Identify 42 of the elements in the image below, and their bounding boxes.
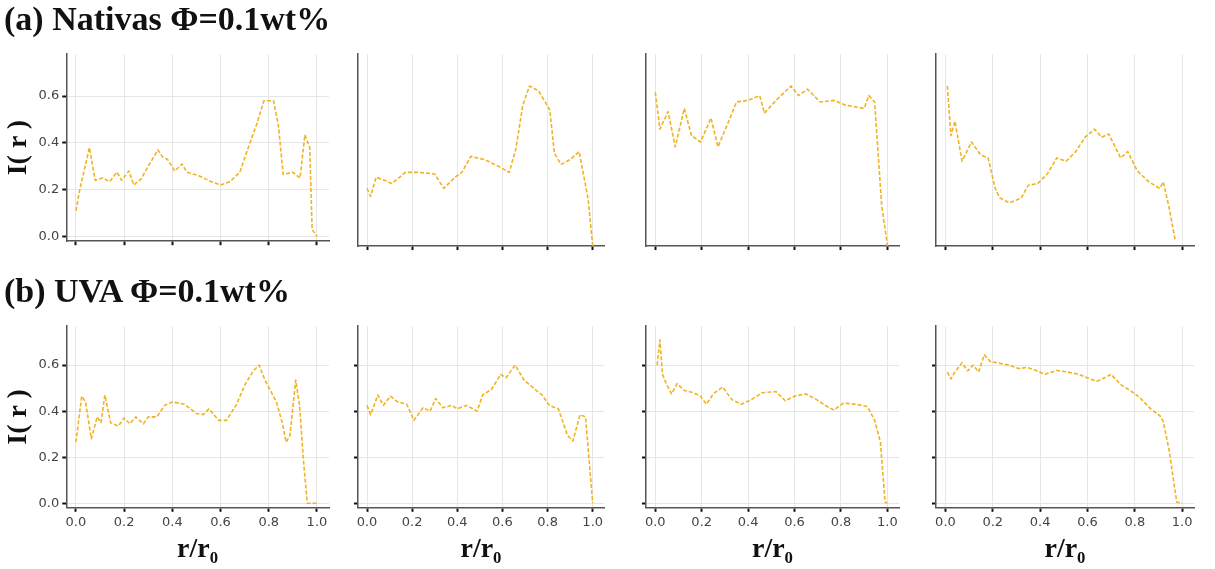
x-tick-label: 1.0 bbox=[306, 513, 328, 529]
x-tick-label: 0.6 bbox=[492, 513, 513, 529]
x-tick-label: 0.2 bbox=[691, 513, 713, 529]
x-axis-title: r/r₀ bbox=[751, 532, 794, 564]
line-series bbox=[75, 364, 318, 504]
x-axis-title: r/r₀ bbox=[1044, 532, 1086, 564]
y-tick-label: 0.0 bbox=[38, 227, 60, 243]
x-tick-label: 0.8 bbox=[258, 513, 280, 529]
line-series bbox=[75, 100, 318, 238]
x-tick-label: 0.6 bbox=[210, 513, 231, 529]
x-tick-label: 0.0 bbox=[935, 513, 956, 529]
x-tick-label: 1.0 bbox=[1171, 513, 1193, 529]
y-tick-label: 0.2 bbox=[38, 448, 60, 464]
x-tick-label: 0.4 bbox=[161, 513, 183, 529]
x-tick-label: 0.0 bbox=[356, 513, 378, 529]
x-tick-label: 0.0 bbox=[644, 513, 666, 529]
x-tick-label: 0.8 bbox=[537, 513, 558, 529]
x-tick-label: 0.4 bbox=[446, 513, 468, 529]
x-tick-label: 0.4 bbox=[1029, 513, 1051, 529]
x-tick-label: 0.2 bbox=[401, 513, 423, 529]
x-axis-title: r/r₀ bbox=[177, 532, 219, 564]
x-tick-label: 0.6 bbox=[1077, 513, 1098, 529]
y-tick-label: 0.6 bbox=[38, 87, 60, 103]
y-tick-label: 0.4 bbox=[38, 134, 60, 150]
x-axis-title: r/r₀ bbox=[460, 532, 502, 564]
x-tick-label: 1.0 bbox=[877, 513, 898, 529]
x-tick-label: 0.6 bbox=[784, 513, 805, 529]
chart-title: (a) Nativas Φ=0.1wt% bbox=[4, 0, 331, 38]
x-tick-label: 1.0 bbox=[582, 513, 604, 529]
x-tick-label: 0.0 bbox=[65, 513, 87, 529]
y-tick-label: 0.4 bbox=[38, 402, 60, 418]
x-tick-label: 0.2 bbox=[113, 513, 135, 529]
y-tick-label: 0.0 bbox=[38, 494, 60, 510]
x-tick-label: 0.2 bbox=[982, 513, 1004, 529]
y-tick-label: 0.6 bbox=[38, 356, 60, 372]
chart-title: (b) UVA Φ=0.1wt% bbox=[4, 272, 290, 310]
x-tick-label: 0.8 bbox=[1124, 513, 1146, 529]
x-tick-label: 0.4 bbox=[737, 513, 759, 529]
y-axis-title: I( r ) bbox=[1, 389, 33, 445]
y-tick-label: 0.2 bbox=[38, 181, 60, 197]
x-tick-label: 0.8 bbox=[830, 513, 852, 529]
y-axis-title: I( r ) bbox=[1, 119, 33, 176]
